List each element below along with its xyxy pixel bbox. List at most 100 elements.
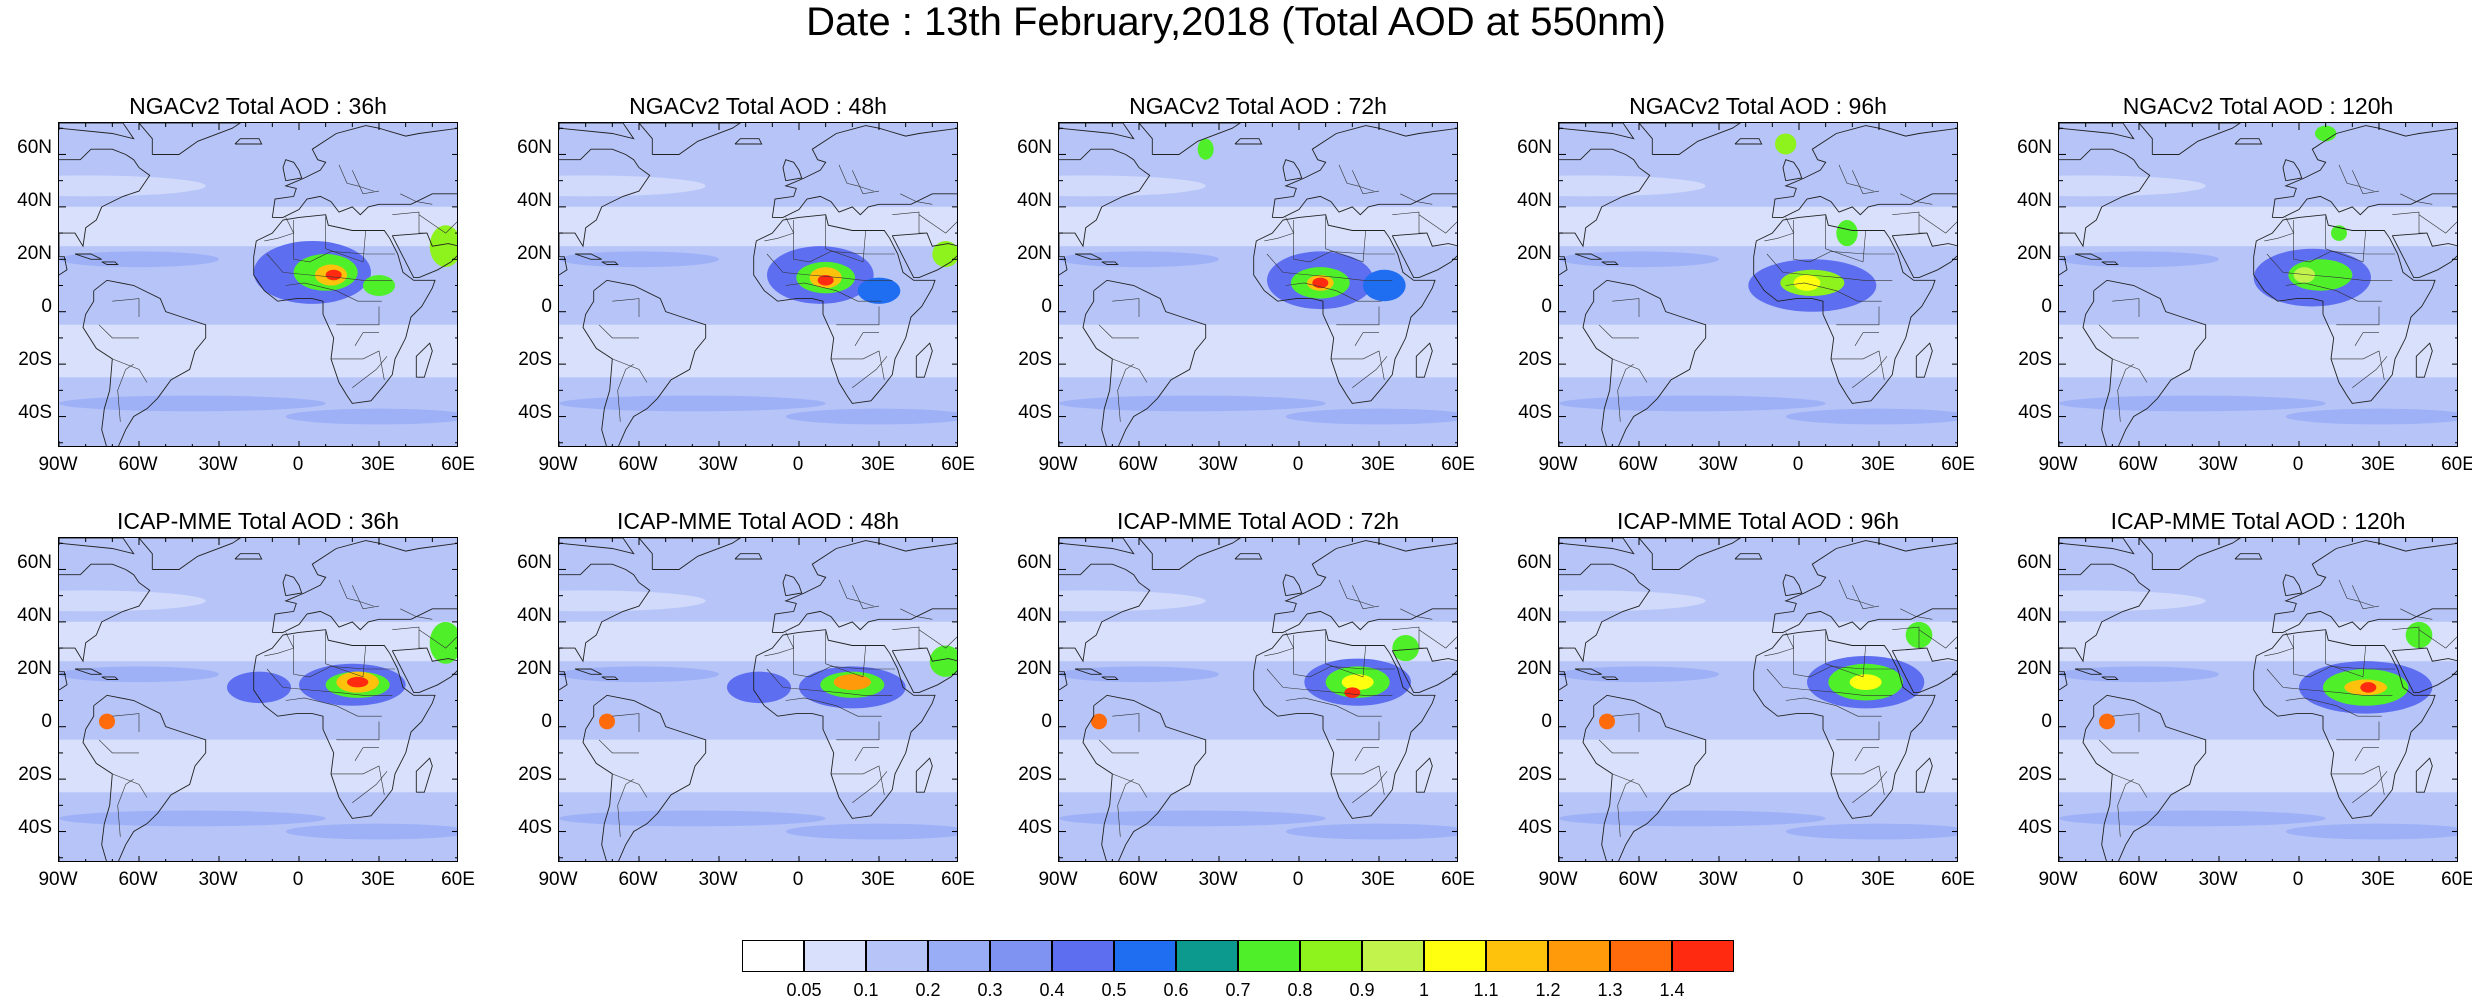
country-border [1825,629,1866,678]
lon-tick-label: 30W [1698,869,1738,890]
lat-tick-label: 40S [1018,402,1052,423]
lat-tick-label: 60N [517,137,552,158]
country-border [1285,282,1382,302]
lat-tick-label: 20S [1018,764,1052,785]
lat-tick-label: 40N [1017,190,1052,211]
coastline [638,538,742,570]
lon-tick-label: 90W [2038,869,2078,890]
country-border [1852,585,1880,610]
aod-streak [559,327,773,349]
aod-streak [559,742,773,764]
coastline [1415,342,1433,378]
country-border [612,358,648,383]
country-border [1854,332,1879,346]
map-panel: NGACv2 Total AOD : 48h 60N 40N 20N 0 20S 40S 90… [500,92,980,512]
coastline [601,261,619,265]
coastline [2415,757,2433,793]
figure-title: Date : 13th February,2018 (Total AOD at … [806,0,1666,44]
aod-streak [2285,408,2457,425]
panel-title: ICAP-MME Total AOD : 96h [1616,508,1900,534]
country-border [2354,747,2379,761]
colorbar-label: 1.1 [1473,980,1499,1000]
coastline [74,668,102,675]
colorbar-label: 1.3 [1597,980,1623,1000]
panel-title: NGACv2 Total AOD : 96h [1629,93,1887,119]
aod-streak [59,251,219,268]
aod-plume [99,713,115,730]
country-border [2098,324,2139,339]
aod-streak [1059,395,1326,412]
lon-tick-label: 90W [38,454,78,475]
country-border [617,363,634,422]
lon-tick-label: 60W [2118,454,2158,475]
aod-plume [347,676,369,688]
country-border [2112,358,2148,383]
coastline [2074,668,2102,675]
map-panel: NGACv2 Total AOD : 120h 60N 40N 20N 0 20S 40S 9… [2000,92,2472,512]
lon-tick-label: 30E [361,454,395,475]
colorbar-swatch [1672,940,1734,972]
country-border [117,363,134,422]
country-border [1336,721,1380,741]
map-panel: ICAP-MME Total AOD : 72h 60N 40N 20N 0 20S 40S… [1000,507,1480,927]
country-border [1098,739,1139,754]
country-border [838,579,874,607]
country-border [418,629,457,649]
colorbar-label: 0.2 [915,980,941,1000]
country-border [2325,629,2366,678]
map-canvas [559,123,957,446]
lon-tick-label: 60E [1941,869,1975,890]
country-border [2264,217,2295,242]
lon-tick-label: 30W [698,869,738,890]
country-border [336,721,380,741]
map-panel: NGACv2 Total AOD : 72h 60N 40N 20N 0 20S 40S 90… [1000,92,1480,512]
country-border [2352,771,2388,803]
coastline [1282,159,1303,182]
country-border [1836,306,1880,326]
aod-plume [1793,275,1821,291]
coastline [59,123,135,140]
lat-tick-label: 60N [1017,137,1052,158]
coastline [915,757,933,793]
country-border [617,778,634,837]
coastline [282,159,303,182]
country-border [1852,356,1888,388]
lon-tick-label: 30E [2361,454,2395,475]
aod-streak [1559,666,1719,683]
country-border [1852,771,1888,803]
lat-tick-label: 0 [541,296,552,317]
aod-map [558,537,958,862]
country-border [1918,214,1957,234]
country-border [266,668,393,696]
coastline [415,757,433,793]
country-border [766,253,893,281]
coastline [753,629,936,819]
country-border [1264,217,1295,242]
colorbar-swatch [1362,940,1424,972]
coastline [1138,538,1242,570]
country-border [1838,579,1874,607]
lon-tick-label: 30E [361,869,395,890]
coastline [1638,123,1742,155]
coastline [1234,553,1263,560]
lon-tick-label: 30E [1361,869,1395,890]
lon-tick-label: 60W [1618,869,1658,890]
aod-plume [1599,713,1615,730]
country-border [1098,324,1139,339]
aod-streak [1285,823,1457,840]
country-border [1266,253,1393,281]
aod-streak [1785,408,1957,425]
country-border [98,324,139,339]
map-canvas [559,538,957,861]
country-border [1338,164,1374,192]
aod-plume [857,277,901,304]
country-border [2352,356,2388,388]
colorbar-swatch [1486,940,1548,972]
aod-plume [2331,225,2347,241]
aod-plume [1091,713,1107,730]
lat-tick-label: 0 [1541,711,1552,732]
country-border [98,739,139,754]
coastline [559,123,635,140]
country-border [1831,765,1885,795]
aod-plume [2360,682,2377,693]
